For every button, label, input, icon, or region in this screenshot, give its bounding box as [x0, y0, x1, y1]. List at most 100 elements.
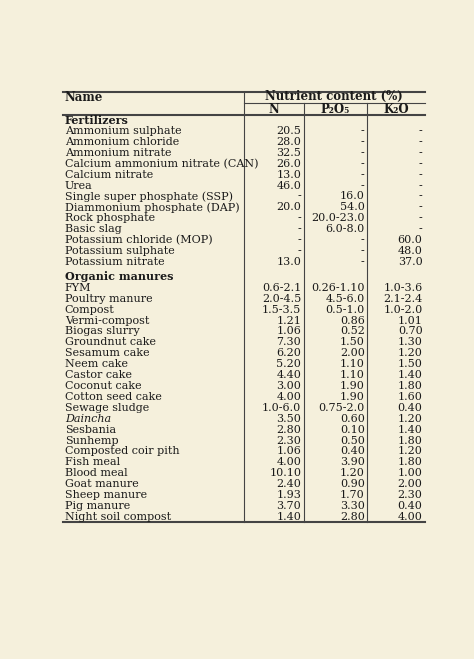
Text: 0.86: 0.86: [340, 316, 365, 326]
Text: 13.0: 13.0: [276, 169, 301, 180]
Text: 0.40: 0.40: [398, 403, 422, 413]
Text: -: -: [419, 202, 422, 212]
Text: 0.5-1.0: 0.5-1.0: [326, 304, 365, 314]
Text: 10.10: 10.10: [269, 469, 301, 478]
Text: 13.0: 13.0: [276, 257, 301, 267]
Text: Diammonium phosphate (DAP): Diammonium phosphate (DAP): [65, 202, 239, 213]
Text: 0.75-2.0: 0.75-2.0: [319, 403, 365, 413]
Text: 1.40: 1.40: [276, 512, 301, 522]
Text: 4.00: 4.00: [398, 512, 422, 522]
Text: 2.1-2.4: 2.1-2.4: [383, 294, 422, 304]
Text: -: -: [361, 235, 365, 245]
Text: 1.10: 1.10: [340, 359, 365, 369]
Text: 4.00: 4.00: [276, 392, 301, 402]
Text: 7.30: 7.30: [277, 337, 301, 347]
Text: 0.40: 0.40: [340, 447, 365, 457]
Text: Composted coir pith: Composted coir pith: [65, 447, 179, 457]
Text: 3.90: 3.90: [340, 457, 365, 467]
Text: 2.80: 2.80: [340, 512, 365, 522]
Text: 3.00: 3.00: [276, 381, 301, 391]
Text: 2.30: 2.30: [276, 436, 301, 445]
Text: 4.40: 4.40: [276, 370, 301, 380]
Text: Coconut cake: Coconut cake: [65, 381, 141, 391]
Text: 1.0-6.0: 1.0-6.0: [262, 403, 301, 413]
Text: Ammonium chloride: Ammonium chloride: [65, 137, 179, 147]
Text: 3.50: 3.50: [276, 414, 301, 424]
Text: Organic manures: Organic manures: [65, 272, 173, 283]
Text: 1.5-3.5: 1.5-3.5: [262, 304, 301, 314]
Text: Blood meal: Blood meal: [65, 469, 128, 478]
Text: 2.00: 2.00: [340, 349, 365, 358]
Text: Fertilizers: Fertilizers: [65, 115, 128, 126]
Text: Potassium nitrate: Potassium nitrate: [65, 257, 164, 267]
Text: 60.0: 60.0: [398, 235, 422, 245]
Text: 1.93: 1.93: [276, 490, 301, 500]
Text: 37.0: 37.0: [398, 257, 422, 267]
Text: 1.00: 1.00: [398, 469, 422, 478]
Text: -: -: [298, 224, 301, 234]
Text: Compost: Compost: [65, 304, 115, 314]
Text: 26.0: 26.0: [276, 159, 301, 169]
Text: 1.80: 1.80: [398, 436, 422, 445]
Text: -: -: [361, 148, 365, 158]
Text: -: -: [419, 192, 422, 202]
Text: Basic slag: Basic slag: [65, 224, 121, 234]
Text: 1.40: 1.40: [398, 370, 422, 380]
Text: Potassium sulphate: Potassium sulphate: [65, 246, 174, 256]
Text: 20.5: 20.5: [276, 126, 301, 136]
Text: -: -: [419, 224, 422, 234]
Text: 2.40: 2.40: [276, 479, 301, 489]
Text: 2.30: 2.30: [398, 490, 422, 500]
Text: 1.01: 1.01: [398, 316, 422, 326]
Text: 1.60: 1.60: [398, 392, 422, 402]
Text: 0.40: 0.40: [398, 501, 422, 511]
Text: Pig manure: Pig manure: [65, 501, 130, 511]
Text: -: -: [298, 246, 301, 256]
Text: 1.70: 1.70: [340, 490, 365, 500]
Text: 1.20: 1.20: [398, 349, 422, 358]
Text: 1.20: 1.20: [340, 469, 365, 478]
Text: 1.80: 1.80: [398, 457, 422, 467]
Text: 4.00: 4.00: [276, 457, 301, 467]
Text: Biogas slurry: Biogas slurry: [65, 326, 139, 337]
Text: Goat manure: Goat manure: [65, 479, 138, 489]
Text: 54.0: 54.0: [340, 202, 365, 212]
Text: -: -: [298, 235, 301, 245]
Text: 0.10: 0.10: [340, 424, 365, 435]
Text: 1.50: 1.50: [340, 337, 365, 347]
Text: -: -: [361, 257, 365, 267]
Text: -: -: [419, 137, 422, 147]
Text: 28.0: 28.0: [276, 137, 301, 147]
Text: Sunhemp: Sunhemp: [65, 436, 118, 445]
Text: 1.06: 1.06: [276, 447, 301, 457]
Text: Cotton seed cake: Cotton seed cake: [65, 392, 162, 402]
Text: 1.90: 1.90: [340, 381, 365, 391]
Text: Ammonium sulphate: Ammonium sulphate: [65, 126, 182, 136]
Text: N: N: [268, 103, 279, 116]
Text: 0.26-1.10: 0.26-1.10: [311, 283, 365, 293]
Text: Potassium chloride (MOP): Potassium chloride (MOP): [65, 235, 212, 245]
Text: 4.5-6.0: 4.5-6.0: [326, 294, 365, 304]
Text: Castor cake: Castor cake: [65, 370, 132, 380]
Text: 1.90: 1.90: [340, 392, 365, 402]
Text: Single super phosphate (SSP): Single super phosphate (SSP): [65, 191, 233, 202]
Text: Urea: Urea: [65, 181, 92, 190]
Text: -: -: [419, 159, 422, 169]
Text: -: -: [361, 126, 365, 136]
Text: Sesamum cake: Sesamum cake: [65, 349, 149, 358]
Text: 1.21: 1.21: [276, 316, 301, 326]
Text: Nutrient content (%): Nutrient content (%): [265, 90, 403, 103]
Text: 1.80: 1.80: [398, 381, 422, 391]
Text: Sewage sludge: Sewage sludge: [65, 403, 149, 413]
Text: P₂O₅: P₂O₅: [320, 103, 350, 116]
Text: 6.0-8.0: 6.0-8.0: [326, 224, 365, 234]
Text: 32.5: 32.5: [276, 148, 301, 158]
Text: Ammonium nitrate: Ammonium nitrate: [65, 148, 171, 158]
Text: Name: Name: [65, 91, 103, 104]
Text: 0.90: 0.90: [340, 479, 365, 489]
Text: -: -: [361, 169, 365, 180]
Text: 0.52: 0.52: [340, 326, 365, 337]
Text: 3.30: 3.30: [340, 501, 365, 511]
Text: 0.50: 0.50: [340, 436, 365, 445]
Text: 1.06: 1.06: [276, 326, 301, 337]
